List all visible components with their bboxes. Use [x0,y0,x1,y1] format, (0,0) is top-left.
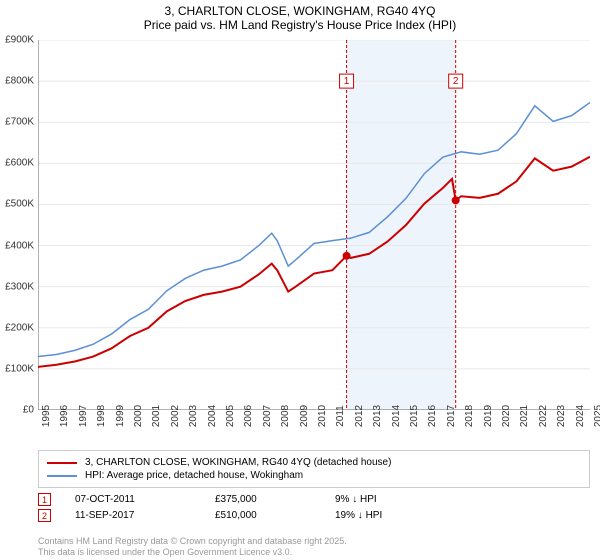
x-tick-label: 2011 [335,405,346,427]
y-tick-label: £400K [5,240,34,251]
legend-swatch [47,475,77,477]
x-tick-label: 1996 [59,405,70,427]
transactions-table: 1 07-OCT-2011£375,0009% ↓ HPI 2 11-SEP-2017… [38,490,590,525]
y-tick-label: £300K [5,281,34,292]
svg-text:2: 2 [453,76,459,87]
x-tick-label: 2001 [151,405,162,427]
x-tick-label: 1998 [96,405,107,427]
y-tick-label: £900K [5,35,34,46]
y-tick-label: £700K [5,117,34,128]
y-tick-label: £100K [5,363,34,374]
chart-title: 3, CHARLTON CLOSE, WOKINGHAM, RG40 4YQ [0,0,600,18]
transaction-date: 07-OCT-2011 [75,494,215,505]
x-tick-label: 2021 [519,405,530,427]
y-tick-label: £600K [5,158,34,169]
chart-container: 3, CHARLTON CLOSE, WOKINGHAM, RG40 4YQ P… [0,0,600,560]
legend-item: HPI: Average price, detached house, Woki… [47,470,581,481]
x-tick-label: 2017 [446,405,457,427]
x-tick-label: 1995 [41,405,52,427]
transaction-marker: 2 [38,509,51,522]
footer-line-2: This data is licensed under the Open Gov… [38,547,590,558]
chart-subtitle: Price paid vs. HM Land Registry's House … [0,18,600,32]
y-tick-label: £800K [5,76,34,87]
legend-label: 3, CHARLTON CLOSE, WOKINGHAM, RG40 4YQ (… [85,457,391,468]
x-tick-label: 2005 [225,405,236,427]
x-tick-label: 2000 [133,405,144,427]
y-tick-label: £0 [23,405,34,416]
y-tick-label: £200K [5,322,34,333]
x-tick-label: 1997 [78,405,89,427]
x-tick-label: 2015 [409,405,420,427]
transaction-date: 11-SEP-2017 [75,510,215,521]
legend-item: 3, CHARLTON CLOSE, WOKINGHAM, RG40 4YQ (… [47,457,581,468]
x-tick-label: 2016 [427,405,438,427]
y-axis-labels: £0£100K£200K£300K£400K£500K£600K£700K£80… [0,40,36,410]
x-tick-label: 2007 [262,405,273,427]
footer-line-1: Contains HM Land Registry data © Crown c… [38,536,590,547]
x-tick-label: 2022 [538,405,549,427]
svg-text:1: 1 [344,76,350,87]
transaction-diff: 9% ↓ HPI [335,494,435,505]
x-tick-label: 2010 [317,405,328,427]
x-tick-label: 2003 [188,405,199,427]
x-tick-label: 2002 [170,405,181,427]
x-tick-label: 2004 [207,405,218,427]
x-tick-label: 2014 [391,405,402,427]
transaction-diff: 19% ↓ HPI [335,510,435,521]
legend: 3, CHARLTON CLOSE, WOKINGHAM, RG40 4YQ (… [38,450,590,488]
x-tick-label: 1999 [115,405,126,427]
chart-svg: 12 [38,40,590,410]
x-tick-label: 2009 [299,405,310,427]
transaction-row: 2 11-SEP-2017£510,00019% ↓ HPI [38,509,590,522]
x-tick-label: 2012 [354,405,365,427]
x-tick-label: 2024 [575,405,586,427]
transaction-price: £375,000 [215,494,335,505]
legend-label: HPI: Average price, detached house, Woki… [85,470,303,481]
x-tick-label: 2013 [372,405,383,427]
x-tick-label: 2008 [280,405,291,427]
chart-area: £0£100K£200K£300K£400K£500K£600K£700K£80… [38,40,590,410]
x-tick-label: 2019 [483,405,494,427]
transaction-marker: 1 [38,493,51,506]
x-tick-label: 2023 [556,405,567,427]
transaction-row: 1 07-OCT-2011£375,0009% ↓ HPI [38,493,590,506]
x-tick-label: 2006 [243,405,254,427]
x-tick-label: 2025 [593,405,600,427]
footer: Contains HM Land Registry data © Crown c… [38,536,590,558]
legend-swatch [47,462,77,464]
y-tick-label: £500K [5,199,34,210]
x-axis-labels: 1995199619971998199920002001200220032004… [38,412,590,446]
x-tick-label: 2018 [464,405,475,427]
x-tick-label: 2020 [501,405,512,427]
transaction-price: £510,000 [215,510,335,521]
